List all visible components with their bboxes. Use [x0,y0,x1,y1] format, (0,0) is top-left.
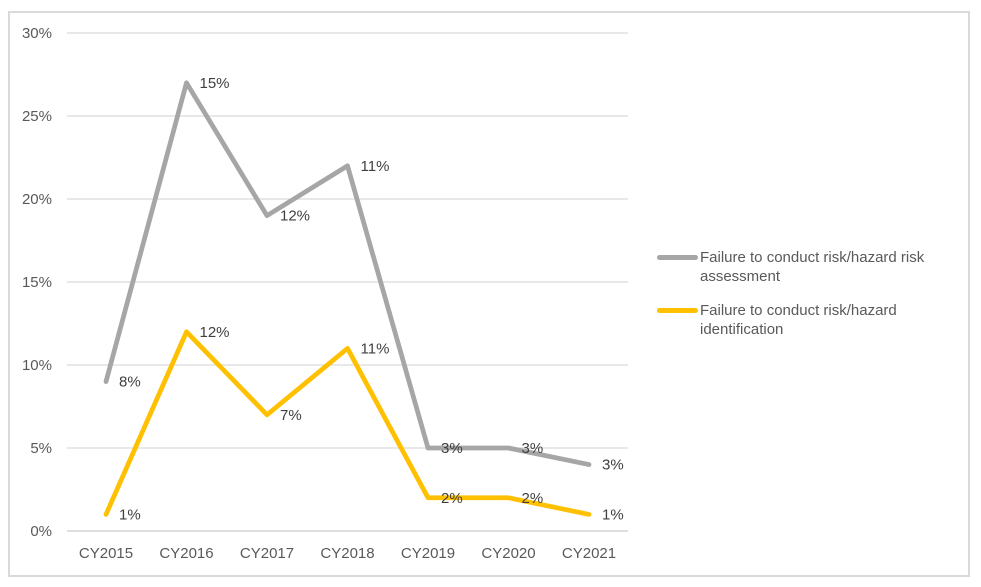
legend-label-1: Failure to conduct risk/hazard identific… [700,302,897,338]
data-label-series-1: 12% [200,324,230,341]
y-tick-label: 20% [22,191,52,208]
series-line-0 [103,80,592,467]
data-label-series-0: 11% [361,158,390,175]
data-label-series-0: 3% [441,440,463,457]
data-label-series-0: 3% [602,457,624,474]
data-label-series-1: 1% [602,506,624,523]
chart-legend: Failure to conduct risk/hazard risk asse… [657,248,969,339]
series-line-1 [103,329,592,517]
data-label-series-0: 3% [522,440,544,457]
data-label-series-1: 1% [119,506,141,523]
x-category-label: CY2019 [401,545,455,562]
y-tick-label: 15% [22,274,52,291]
data-label-series-0: 15% [200,75,230,92]
x-category-label: CY2018 [320,545,374,562]
y-tick-label: 5% [30,440,52,457]
y-tick-label: 25% [22,108,52,125]
legend-line-swatch-1 [657,308,698,313]
data-label-series-1: 7% [280,407,302,424]
x-category-label: CY2020 [481,545,535,562]
data-label-series-1: 2% [522,490,544,507]
y-tick-label: 10% [22,357,52,374]
legend-item-1: Failure to conduct risk/hazard identific… [657,301,969,339]
y-tick-label: 0% [30,523,52,540]
y-tick-label: 30% [22,25,52,42]
x-category-label: CY2016 [159,545,213,562]
x-category-label: CY2017 [240,545,294,562]
x-category-label: CY2021 [562,545,616,562]
legend-label-0: Failure to conduct risk/hazard risk asse… [700,249,925,285]
legend-line-swatch-0 [657,255,698,260]
x-category-label: CY2015 [79,545,133,562]
legend-item-0: Failure to conduct risk/hazard risk asse… [657,248,969,286]
data-label-series-1: 11% [361,340,390,357]
data-label-series-1: 2% [441,490,463,507]
chart-frame[interactable] [8,11,970,577]
data-label-series-0: 8% [119,374,141,391]
data-label-series-0: 12% [280,208,310,225]
